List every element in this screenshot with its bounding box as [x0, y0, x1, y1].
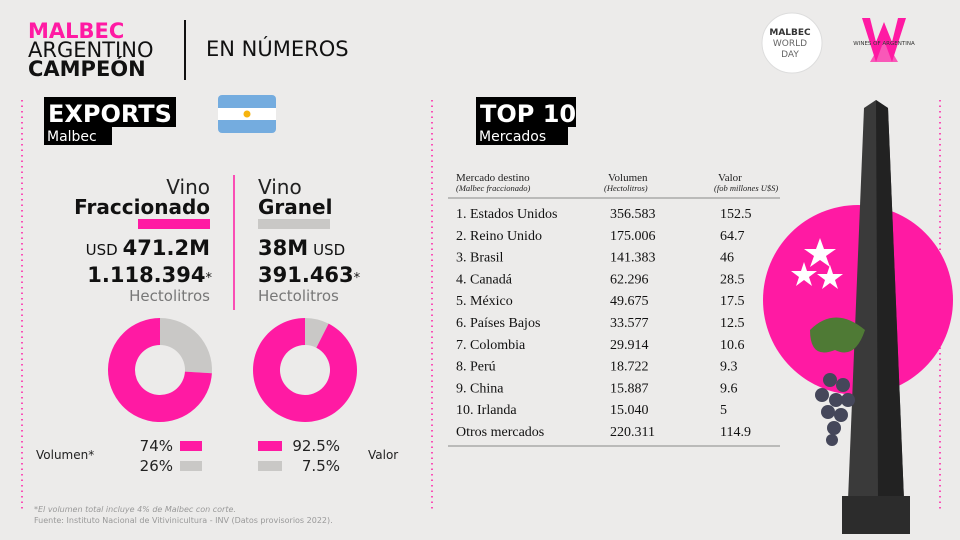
brand-line: MALBEC — [28, 19, 124, 43]
section-title: TOP 10 — [480, 100, 576, 128]
table-subheader: (fob millones U$S) — [714, 183, 778, 193]
volume: 391.463 — [258, 263, 354, 287]
logo-woa: WINES OF ARGENTINA — [853, 18, 915, 62]
logo-mwd: MALBEC WORLD DAY — [761, 12, 823, 74]
table-cell: 141.383 — [610, 251, 656, 266]
footnote: *El volumen total incluye 4% de Malbec c… — [34, 505, 236, 514]
brand: MALBEC ARGENTINO CAMPEÓN — [28, 19, 153, 81]
table-cell: 5 — [720, 403, 727, 418]
title-box — [476, 97, 576, 127]
section-subtitle: Malbec — [47, 129, 97, 145]
header-title: EN NÚMEROS — [206, 36, 349, 61]
logo-text: DAY — [781, 50, 799, 60]
table-cell: 4. Canadá — [456, 272, 513, 287]
value-line: USD 471.2M — [86, 236, 210, 260]
table-cell: 10.6 — [720, 338, 745, 353]
section-subtitle: Mercados — [479, 129, 546, 145]
table-header: Mercado destino — [456, 172, 530, 184]
brand-line: CAMPEÓN — [28, 56, 146, 81]
volume-line: 1.118.394* — [87, 263, 212, 287]
currency: USD — [313, 241, 345, 259]
table-cell: 175.006 — [610, 229, 656, 244]
table-cell: 152.5 — [720, 207, 752, 222]
decoration — [763, 100, 953, 534]
logo-text: WORLD — [773, 39, 807, 49]
volume: 1.118.394 — [87, 263, 205, 287]
table-cell: 17.5 — [720, 294, 745, 309]
table-cell: 12.5 — [720, 316, 745, 331]
donut-segment — [108, 318, 212, 422]
table-cell: 3. Brasil — [456, 251, 504, 266]
table-subheader: (Malbec fraccionado) — [456, 183, 531, 193]
color-bar — [258, 219, 330, 229]
table-cell: 29.914 — [610, 338, 649, 353]
unit: Hectolitros — [129, 287, 210, 305]
table-cell: 7. Colombia — [456, 338, 526, 353]
footnote: Fuente: Instituto Nacional de Vitivinicu… — [34, 516, 333, 525]
label: Vino — [166, 175, 210, 199]
subtitle-box — [44, 127, 112, 145]
table-header: Valor — [718, 172, 742, 184]
table-cell: Otros mercados — [456, 425, 544, 440]
table-cell: 46 — [720, 251, 734, 266]
color-bar — [138, 219, 210, 229]
table-cell: 114.9 — [720, 425, 751, 440]
table-cell: 64.7 — [720, 229, 745, 244]
title-box — [44, 97, 176, 127]
table-cell: 49.675 — [610, 294, 649, 309]
value: 471.2M — [123, 236, 210, 260]
donut-segment — [160, 318, 213, 374]
table-cell: 18.722 — [610, 360, 649, 375]
unit: Hectolitros — [258, 287, 339, 305]
table-cell: 15.040 — [610, 403, 649, 418]
table-subheader: (Hectolitros) — [604, 183, 648, 193]
legend-value: 74% — [140, 437, 173, 455]
table-cell: 5. México — [456, 294, 513, 309]
table-cell: 15.887 — [610, 381, 649, 396]
table-cell: 62.296 — [610, 272, 649, 287]
asterisk: * — [206, 271, 213, 286]
label: Vino — [258, 175, 302, 199]
table-cell: 1. Estados Unidos — [456, 207, 558, 222]
legend-value: 7.5% — [302, 457, 340, 475]
legend-swatch — [258, 441, 282, 451]
legend-value: 92.5% — [292, 437, 340, 455]
donut-segment — [253, 318, 357, 423]
logo-text: MALBEC — [769, 28, 811, 38]
label: Granel — [258, 195, 332, 219]
table-cell: 9.6 — [720, 381, 738, 396]
asterisk: * — [354, 271, 361, 286]
subtitle-box — [476, 127, 568, 145]
legend-swatch — [180, 461, 202, 471]
table-cell: 9.3 — [720, 360, 738, 375]
section-title: EXPORTS — [48, 100, 172, 128]
legend-swatch — [258, 461, 282, 471]
donut-label: Volumen* — [36, 448, 94, 462]
donut-segment — [305, 318, 329, 348]
table-cell: 9. China — [456, 381, 504, 396]
table-cell: 8. Perú — [456, 360, 496, 375]
table-cell: 33.577 — [610, 316, 649, 331]
table-cell: 2. Reino Unido — [456, 229, 542, 244]
value-line: 38M USD — [258, 236, 345, 260]
table-cell: 10. Irlanda — [456, 403, 517, 418]
table-cell: 220.311 — [610, 425, 655, 440]
table-cell: 356.583 — [610, 207, 656, 222]
label: Fraccionado — [74, 195, 210, 219]
legend-swatch — [180, 441, 202, 451]
legend-value: 26% — [140, 457, 173, 475]
table-cell: 6. Países Bajos — [456, 316, 540, 331]
brand-line: ARGENTINO — [28, 38, 153, 62]
flag — [218, 95, 276, 133]
table-header: Volumen — [608, 172, 648, 184]
table-cell: 28.5 — [720, 272, 745, 287]
logo-text: WINES OF ARGENTINA — [853, 41, 915, 47]
currency: USD — [86, 241, 118, 259]
donut-label: Valor — [368, 448, 398, 462]
volume-line: 391.463* — [258, 263, 361, 287]
value: 38M — [258, 236, 308, 260]
